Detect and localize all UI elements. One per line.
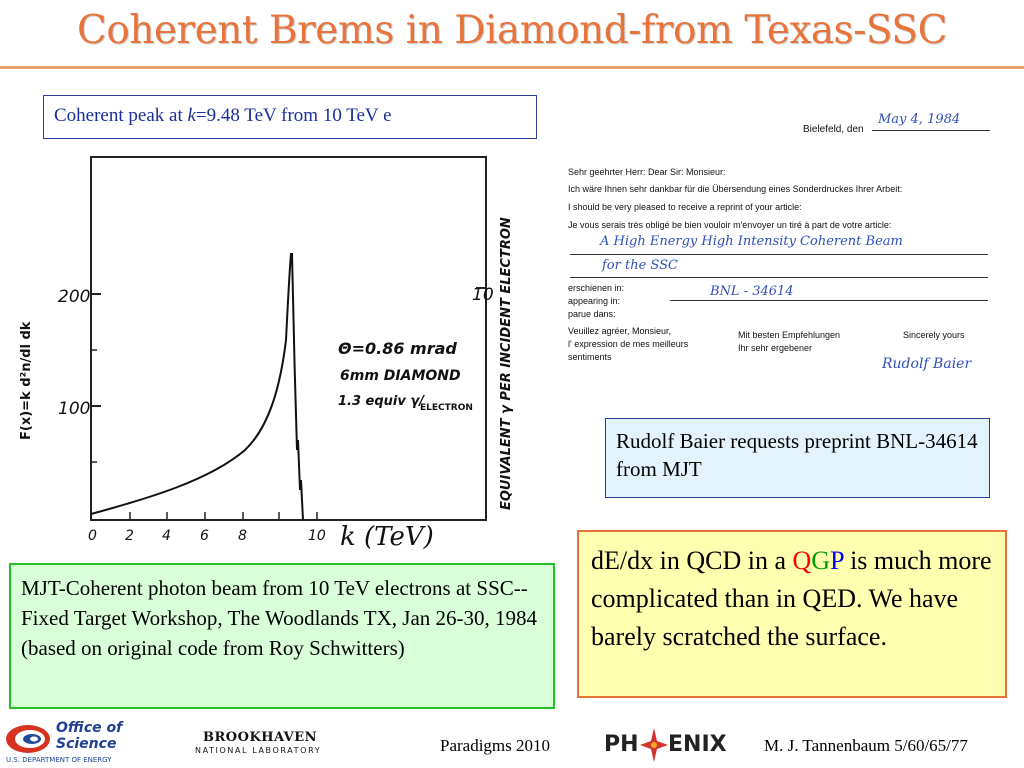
annotation-angle: Θ=0.86 mrad: [338, 339, 457, 358]
letter-date: May 4, 1984: [878, 112, 961, 127]
phenix-starburst-icon: [640, 728, 668, 762]
footer-author: M. J. Tannenbaum 5/60/65/77: [764, 736, 968, 755]
letter-signature: Rudolf Baier: [882, 356, 972, 372]
spectrum-plot: 200 100 10 0 2 4 6 8 10 k (TeV) F(x)=k d…: [19, 156, 514, 552]
slide-title: Coherent Brems in Diamond-from Texas-SSC: [77, 8, 947, 53]
caption-peak-prefix: Coherent peak at: [54, 105, 188, 126]
x-tick-label: 6: [200, 528, 209, 544]
letter-article-line2: for the SSC: [602, 258, 678, 273]
annotation-equiv: 1.3 equiv γ/: [338, 394, 425, 409]
x-tick-label: 0: [88, 528, 97, 544]
letter-appearing-value: BNL - 34614: [710, 284, 794, 299]
reprint-request-card: Bielefeld, den May 4, 1984 Sehr geehrter…: [560, 108, 1000, 388]
left-tick-label-100: 100: [58, 399, 90, 419]
letter-closing-left-3: sentiments: [568, 352, 612, 362]
caption-qgp-remark: dE/dx in QCD in a QGP is much more compl…: [577, 530, 1007, 698]
letter-appearing-en: appearing in:: [568, 296, 621, 306]
letter-appearing-de: erschienen in:: [568, 283, 625, 293]
bnl-line-1: BROOKHAVEN: [203, 730, 318, 745]
spectrum-curve: [90, 253, 304, 521]
caption-peak-var: k: [187, 105, 196, 126]
article-rule-1: [570, 254, 988, 255]
plot-frame: [90, 156, 487, 521]
office-line-2: Science: [56, 736, 117, 752]
letter-closing-right: Sincerely yours: [903, 330, 965, 340]
caption-peak-suffix: =9.48 TeV from 10 TeV e: [195, 105, 392, 126]
letter-closing-left-1: Veuillez agréer, Monsieur,: [568, 326, 672, 336]
phenix-text-a: PH: [604, 732, 639, 757]
qgp-letter-p: P: [830, 546, 844, 575]
letter-article-line1: A High Energy High Intensity Coherent Be…: [600, 234, 903, 249]
letter-appearing-fr: parue dans:: [568, 309, 616, 319]
appearing-rule: [670, 300, 988, 301]
phenix-text-b: ENIX: [668, 732, 727, 757]
letter-greeting: Sehr geehrter Herr: Dear Sir: Monsieur:: [568, 167, 726, 177]
annotation-electron: ELECTRON: [420, 403, 473, 413]
right-axis-label: EQUIVALENT γ PER INCIDENT ELECTRON: [499, 217, 514, 510]
letter-closing-mid-1: Mit besten Empfehlungen: [738, 330, 841, 340]
caption-baier-request: Rudolf Baier requests preprint BNL-34614…: [605, 418, 990, 498]
office-line-1: Office of: [56, 720, 123, 736]
letter-closing-left-2: l' expression de mes meilleurs: [568, 339, 689, 349]
caption-mjt-workshop: MJT-Coherent photon beam from 10 TeV ele…: [9, 563, 555, 709]
x-tick-label: 10: [308, 528, 326, 544]
y-axis-label: F(x)=k d²n/dl dk: [19, 321, 34, 440]
x-tick-label: 2: [125, 528, 134, 544]
letter-line-de: Ich wäre Ihnen sehr dankbar für die Über…: [568, 184, 903, 194]
caption-coherent-peak: Coherent peak at k=9.48 TeV from 10 TeV …: [43, 95, 537, 139]
bnl-line-2: NATIONAL LABORATORY: [195, 746, 322, 755]
qgp-letter-g: G: [811, 546, 831, 575]
title-rule: [0, 66, 1024, 69]
letter-line-en: I should be very pleased to receive a re…: [568, 202, 802, 212]
footer-conference: Paradigms 2010: [440, 736, 551, 755]
phenix-logo: PH ENIX: [604, 728, 727, 762]
x-tick-label: 4: [162, 528, 171, 544]
qgp-suffix: is much more complicated than in QED. We…: [591, 546, 992, 651]
office-of-science-logo: Office of Science U.S. DEPARTMENT OF ENE…: [4, 720, 154, 766]
letter-line-fr: Je vous serais très obligé be bien voulo…: [568, 220, 892, 230]
annotation-diamond: 6mm DIAMOND: [340, 368, 461, 384]
doe-swirl-icon: [6, 725, 50, 753]
qgp-prefix: dE/dx in QCD in a: [591, 546, 793, 575]
letter-place: Bielefeld, den: [803, 124, 864, 135]
x-tick-label: 8: [238, 528, 247, 544]
right-tick-label: 10: [472, 285, 494, 305]
letter-closing-mid-2: Ihr sehr ergebener: [738, 343, 813, 353]
x-axis-label: k (TeV): [340, 522, 434, 552]
office-line-3: U.S. DEPARTMENT OF ENERGY: [6, 756, 112, 764]
qgp-letter-q: Q: [792, 546, 812, 575]
left-tick-label-200: 200: [58, 287, 90, 307]
date-rule: [872, 130, 990, 131]
article-rule-2: [570, 277, 988, 278]
brookhaven-logo: BROOKHAVEN NATIONAL LABORATORY: [195, 730, 325, 760]
